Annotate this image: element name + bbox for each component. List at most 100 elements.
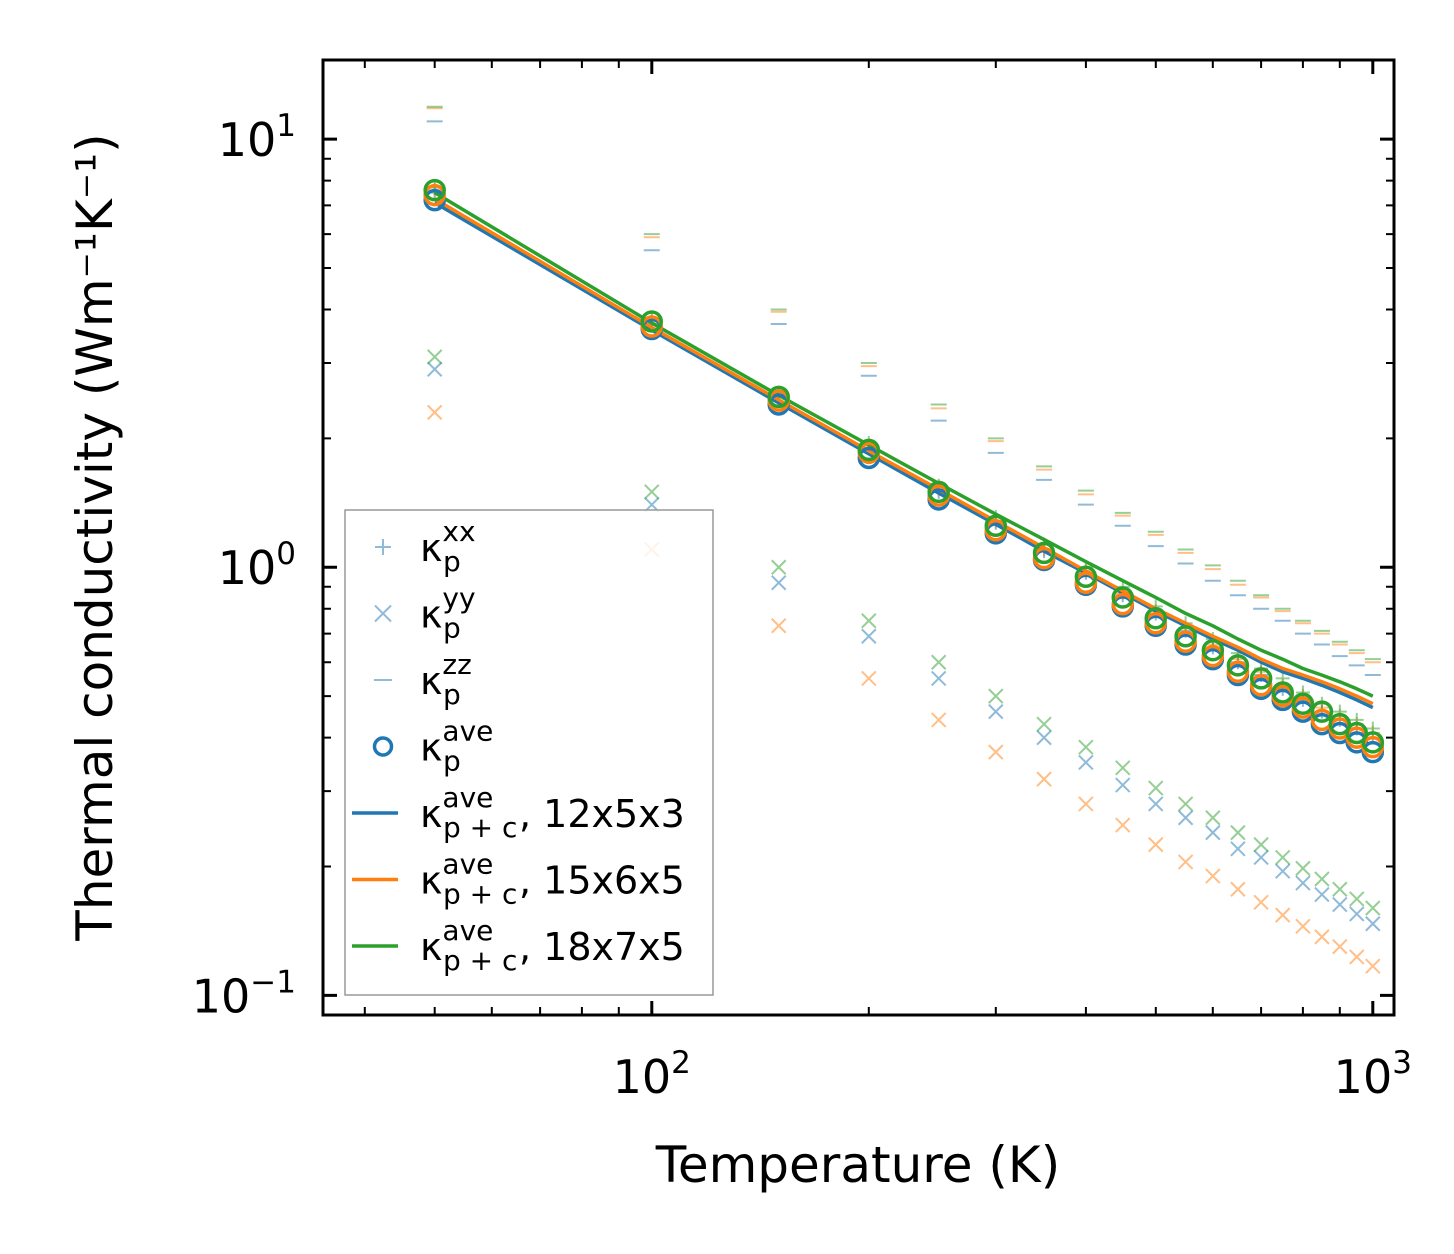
- y-axis-label: Thermal conductivity (Wm⁻¹K⁻¹): [66, 133, 124, 941]
- marker-kyy-15x6x5-200K: [861, 670, 877, 687]
- marker-kyy-18x7x5-200K: [861, 613, 877, 629]
- marker-kyy-18x7x5-250K: [930, 654, 947, 670]
- marker-kave-18x7x5-350K: [1032, 541, 1056, 565]
- marker-kave-18x7x5-850K: [1310, 700, 1334, 723]
- marker-kyy-15x6x5-150K: [771, 618, 787, 634]
- line-kpc-12x5x3: [433, 201, 1374, 710]
- marker-kave-15x6x5-700K: [1249, 674, 1273, 697]
- marker-kyy-15x6x5-900K: [1332, 938, 1348, 955]
- marker-kyy-15x6x5-850K: [1314, 929, 1330, 945]
- y-tick-label-1: 100: [218, 536, 296, 595]
- marker-kyy-12x5x3-350K: [1036, 729, 1052, 746]
- legend-item-5-subscript: p + c: [443, 811, 517, 844]
- legend-item-3-label: κzz: [420, 648, 472, 703]
- marker-kave-18x7x5-550K: [1174, 624, 1197, 648]
- legend-item-5-label: κave: [420, 781, 493, 836]
- marker-kyy-18x7x5-650K: [1230, 824, 1246, 841]
- marker-kyy-18x7x5-600K: [1205, 810, 1221, 826]
- marker-kyy-12x5x3-700K: [1253, 849, 1269, 866]
- legend-item-2-label: κyy: [420, 582, 476, 637]
- legend-item-2-subscript: p: [443, 612, 461, 645]
- marker-kyy-18x7x5-400K: [1078, 739, 1094, 755]
- legend-item-1-marker: [375, 539, 391, 555]
- marker-kyy-15x6x5-800K: [1295, 918, 1311, 935]
- marker-kyy-15x6x5-750K: [1275, 907, 1291, 923]
- legend-item-6-suffix: , 15x6x5: [519, 859, 685, 903]
- axis-ticks: [323, 60, 1394, 1016]
- marker-kyy-18x7x5-50K: [426, 349, 443, 365]
- marker-kave-15x6x5-450K: [1111, 592, 1135, 616]
- marker-kyy-12x5x3-250K: [930, 670, 947, 687]
- marker-kave-18x7x5-300K: [984, 514, 1008, 537]
- marker-kyy-18x7x5-300K: [988, 688, 1004, 704]
- legend-item-5-suffix: , 12x5x3: [519, 792, 685, 836]
- y-tick-label-0.1: 10−1: [192, 964, 296, 1023]
- legend-item-4-label: κave: [420, 715, 493, 770]
- marker-kave-18x7x5-200K: [857, 438, 881, 462]
- marker-kyy-15x6x5-650K: [1230, 881, 1246, 897]
- x-tick-label-1000: 103: [1334, 1045, 1412, 1104]
- marker-kyy-15x6x5-450K: [1115, 817, 1131, 833]
- marker-kyy-15x6x5-600K: [1205, 868, 1221, 884]
- marker-kyy-18x7x5-900K: [1332, 881, 1348, 897]
- marker-kave-18x7x5-800K: [1291, 692, 1315, 715]
- marker-kyy-15x6x5-500K: [1148, 836, 1164, 853]
- marker-kyy-18x7x5-550K: [1177, 796, 1194, 812]
- marker-kyy-12x5x3-1000K: [1365, 916, 1381, 932]
- marker-kyy-18x7x5-750K: [1275, 849, 1291, 866]
- marker-kyy-15x6x5-400K: [1078, 796, 1094, 812]
- legend-item-4-marker: [372, 736, 394, 757]
- series-18x7x5-average: [423, 178, 1385, 754]
- marker-kyy-12x5x3-600K: [1205, 824, 1221, 841]
- marker-kyy-15x6x5-350K: [1036, 771, 1052, 787]
- marker-kyy-12x5x3-150K: [771, 575, 787, 591]
- marker-kave-18x7x5-650K: [1226, 654, 1250, 677]
- legend-item-7-suffix: , 18x7x5: [519, 925, 685, 969]
- marker-kyy-15x6x5-1000K: [1365, 958, 1381, 974]
- marker-kyy-12x5x3-650K: [1230, 841, 1246, 857]
- marker-kave-18x7x5-600K: [1201, 638, 1225, 662]
- marker-kyy-18x7x5-700K: [1253, 836, 1269, 853]
- marker-kave-18x7x5-50K: [423, 178, 446, 202]
- marker-kyy-18x7x5-1000K: [1365, 900, 1381, 916]
- legend-item-7-label: κave: [420, 914, 493, 969]
- marker-kyy-18x7x5-850K: [1314, 871, 1330, 887]
- legend-item-6-label: κave: [420, 848, 493, 903]
- marker-kyy-18x7x5-350K: [1036, 716, 1052, 732]
- legend-item-2-marker: [374, 604, 392, 623]
- legend-item-7-subscript: p + c: [443, 944, 517, 977]
- marker-kyy-12x5x3-750K: [1275, 863, 1291, 879]
- marker-kyy-12x5x3-450K: [1115, 777, 1131, 793]
- line-kpc-18x7x5: [433, 191, 1374, 698]
- marker-kave-18x7x5-250K: [927, 480, 950, 504]
- marker-kyy-12x5x3-800K: [1295, 875, 1311, 891]
- marker-kyy-12x5x3-300K: [988, 703, 1004, 720]
- marker-kave-18x7x5-750K: [1271, 681, 1294, 704]
- x-tick-label-100: 102: [613, 1045, 691, 1104]
- marker-kave-18x7x5-150K: [767, 385, 790, 409]
- marker-kyy-15x6x5-50K: [426, 404, 443, 421]
- plot-frame: [321, 58, 1396, 1017]
- marker-kyy-15x6x5-300K: [988, 744, 1004, 760]
- marker-kyy-12x5x3-900K: [1332, 896, 1348, 913]
- marker-kave-18x7x5-450K: [1111, 586, 1135, 609]
- marker-kyy-12x5x3-400K: [1078, 754, 1094, 771]
- marker-kyy-15x6x5-250K: [930, 712, 947, 728]
- marker-kyy-12x5x3-50K: [426, 361, 443, 377]
- marker-kave-18x7x5-900K: [1328, 712, 1352, 736]
- marker-kyy-18x7x5-450K: [1115, 760, 1131, 776]
- marker-kyy-18x7x5-100K: [644, 484, 660, 500]
- marker-kyy-18x7x5-500K: [1148, 780, 1164, 796]
- marker-kave-18x7x5-950K: [1345, 721, 1368, 745]
- legend-item-1-subscript: p: [443, 545, 461, 578]
- y-tick-label-10: 101: [218, 108, 296, 167]
- marker-kyy-15x6x5-950K: [1349, 949, 1365, 965]
- marker-kave-18x7x5-1000K: [1361, 731, 1385, 754]
- marker-kyy-12x5x3-200K: [861, 628, 877, 644]
- marker-kyy-12x5x3-950K: [1349, 906, 1365, 922]
- legend-item-6-subscript: p + c: [443, 878, 517, 911]
- marker-kave-18x7x5-400K: [1074, 565, 1098, 589]
- marker-kyy-18x7x5-950K: [1349, 891, 1365, 907]
- plot-area: [423, 105, 1385, 974]
